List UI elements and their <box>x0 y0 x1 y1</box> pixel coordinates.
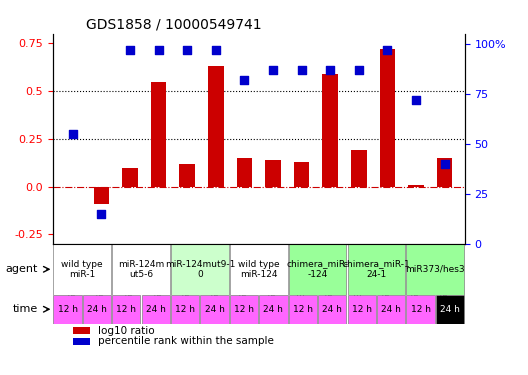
Point <box>240 77 249 83</box>
Text: 24 h: 24 h <box>440 305 460 314</box>
FancyBboxPatch shape <box>171 244 229 294</box>
FancyBboxPatch shape <box>171 294 199 324</box>
FancyBboxPatch shape <box>83 294 111 324</box>
Text: 12 h: 12 h <box>116 305 136 314</box>
Text: 24 h: 24 h <box>263 305 284 314</box>
Point <box>383 47 392 53</box>
Text: chimera_miR-1
24-1: chimera_miR-1 24-1 <box>343 260 410 279</box>
Text: chimera_miR-
-124: chimera_miR- -124 <box>287 260 348 279</box>
FancyBboxPatch shape <box>53 294 82 324</box>
FancyBboxPatch shape <box>347 244 405 294</box>
Text: 12 h: 12 h <box>410 305 430 314</box>
FancyBboxPatch shape <box>436 294 464 324</box>
Point <box>69 131 77 137</box>
Bar <box>122 168 138 187</box>
Bar <box>93 187 109 204</box>
Bar <box>151 81 166 187</box>
FancyBboxPatch shape <box>112 244 170 294</box>
Bar <box>73 327 90 334</box>
Text: 12 h: 12 h <box>175 305 195 314</box>
FancyBboxPatch shape <box>142 294 170 324</box>
FancyBboxPatch shape <box>259 294 288 324</box>
Point <box>154 47 163 53</box>
Text: miR-124m
ut5-6: miR-124m ut5-6 <box>118 260 164 279</box>
Text: wild type
miR-124: wild type miR-124 <box>238 260 279 279</box>
Bar <box>380 49 395 187</box>
Text: 24 h: 24 h <box>205 305 224 314</box>
FancyBboxPatch shape <box>112 294 140 324</box>
Text: wild type
miR-1: wild type miR-1 <box>61 260 103 279</box>
Bar <box>237 158 252 187</box>
Bar <box>294 162 309 187</box>
FancyBboxPatch shape <box>201 294 229 324</box>
Text: 24 h: 24 h <box>146 305 166 314</box>
Text: time: time <box>13 304 38 314</box>
Text: 12 h: 12 h <box>293 305 313 314</box>
FancyBboxPatch shape <box>318 294 346 324</box>
Text: GDS1858 / 10000549741: GDS1858 / 10000549741 <box>86 17 261 31</box>
Point <box>440 161 449 167</box>
Text: 24 h: 24 h <box>87 305 107 314</box>
FancyBboxPatch shape <box>230 294 258 324</box>
Point <box>412 97 420 103</box>
Text: agent: agent <box>6 264 38 274</box>
Text: log10 ratio: log10 ratio <box>98 326 155 336</box>
Bar <box>208 66 224 187</box>
Bar <box>408 185 424 187</box>
Text: miR-124mut9-1
0: miR-124mut9-1 0 <box>165 260 235 279</box>
FancyBboxPatch shape <box>377 294 405 324</box>
FancyBboxPatch shape <box>289 244 346 294</box>
FancyBboxPatch shape <box>53 244 111 294</box>
Text: 24 h: 24 h <box>381 305 401 314</box>
Text: 12 h: 12 h <box>352 305 372 314</box>
FancyBboxPatch shape <box>407 244 464 294</box>
Point <box>212 47 220 53</box>
FancyBboxPatch shape <box>347 294 376 324</box>
Point <box>126 47 134 53</box>
Bar <box>265 160 281 187</box>
Point <box>355 67 363 73</box>
Text: 12 h: 12 h <box>234 305 254 314</box>
Text: 24 h: 24 h <box>322 305 342 314</box>
FancyBboxPatch shape <box>289 294 317 324</box>
Point <box>97 211 106 217</box>
FancyBboxPatch shape <box>407 294 435 324</box>
Bar <box>351 150 366 187</box>
Bar <box>437 158 452 187</box>
FancyBboxPatch shape <box>230 244 288 294</box>
Bar <box>323 74 338 187</box>
Text: percentile rank within the sample: percentile rank within the sample <box>98 336 274 346</box>
Text: 12 h: 12 h <box>58 305 78 314</box>
Point <box>297 67 306 73</box>
Point <box>326 67 334 73</box>
Bar <box>180 164 195 187</box>
Text: miR373/hes3: miR373/hes3 <box>406 265 465 274</box>
Point <box>183 47 192 53</box>
Point <box>269 67 277 73</box>
Bar <box>73 338 90 345</box>
